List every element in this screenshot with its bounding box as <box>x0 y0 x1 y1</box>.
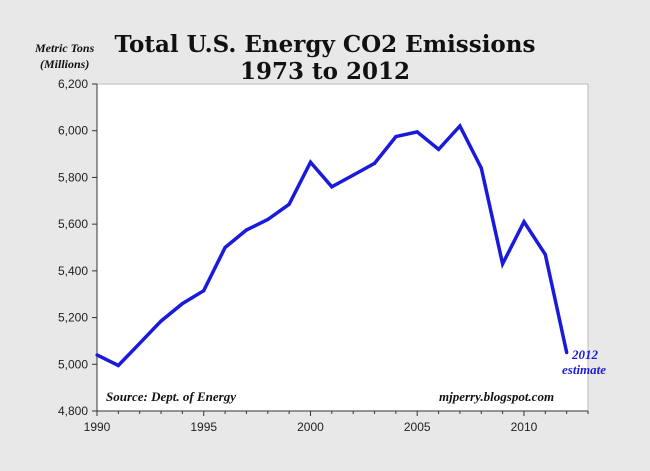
data-point <box>458 124 462 128</box>
plot-area <box>96 83 589 412</box>
data-point <box>479 166 483 170</box>
x-tick-label: 2000 <box>297 420 324 434</box>
data-point <box>116 363 120 368</box>
y-tick-label: 5,000 <box>58 357 88 371</box>
y-tick-label: 6,000 <box>58 124 88 138</box>
data-point <box>351 173 355 177</box>
x-tick-label: 1995 <box>190 420 217 434</box>
y-axis-label: Metric Tons <box>35 41 95 55</box>
series-group <box>95 122 569 368</box>
data-point <box>266 217 270 222</box>
data-point <box>501 262 505 266</box>
data-point <box>180 301 184 306</box>
data-point <box>394 134 398 139</box>
source-annotation: Source: Dept. of Energy <box>106 389 236 404</box>
y-tick-label: 6,200 <box>58 77 88 91</box>
estimate-label-text: estimate <box>562 362 606 377</box>
chart-subtitle: 1973 to 2012 <box>239 58 410 85</box>
data-point <box>244 228 249 232</box>
data-point <box>436 147 441 151</box>
data-point <box>95 353 99 357</box>
data-point <box>308 160 313 164</box>
data-point <box>415 130 419 134</box>
data-point <box>522 220 526 224</box>
data-point <box>223 245 227 250</box>
y-tick-label: 5,800 <box>58 170 88 184</box>
data-point <box>565 351 569 355</box>
data-point <box>543 252 547 257</box>
data-point <box>372 161 377 166</box>
y-tick-label: 5,200 <box>58 311 88 325</box>
chart-title: Total U.S. Energy CO2 Emissions <box>114 31 536 58</box>
x-tick-label: 2010 <box>511 420 538 434</box>
estimate-label-year: 2012 <box>571 347 599 362</box>
y-tick-label: 5,400 <box>58 264 88 278</box>
axes: 4,800 5,000 5,200 5,400 5,600 5,800 6,000 6,200… <box>58 77 589 434</box>
x-tick-label: 2005 <box>404 420 431 434</box>
data-point <box>138 341 142 345</box>
data-point <box>159 319 163 323</box>
x-tick-label: 1990 <box>84 420 111 434</box>
site-annotation: mjperry.blogspot.com <box>439 389 554 404</box>
data-point <box>287 202 291 206</box>
data-point <box>202 289 206 293</box>
y-tick-label: 5,600 <box>58 217 88 231</box>
y-axis-unit: (Millions) <box>40 57 90 71</box>
data-point <box>330 185 334 189</box>
y-tick-label: 4,800 <box>58 404 88 418</box>
